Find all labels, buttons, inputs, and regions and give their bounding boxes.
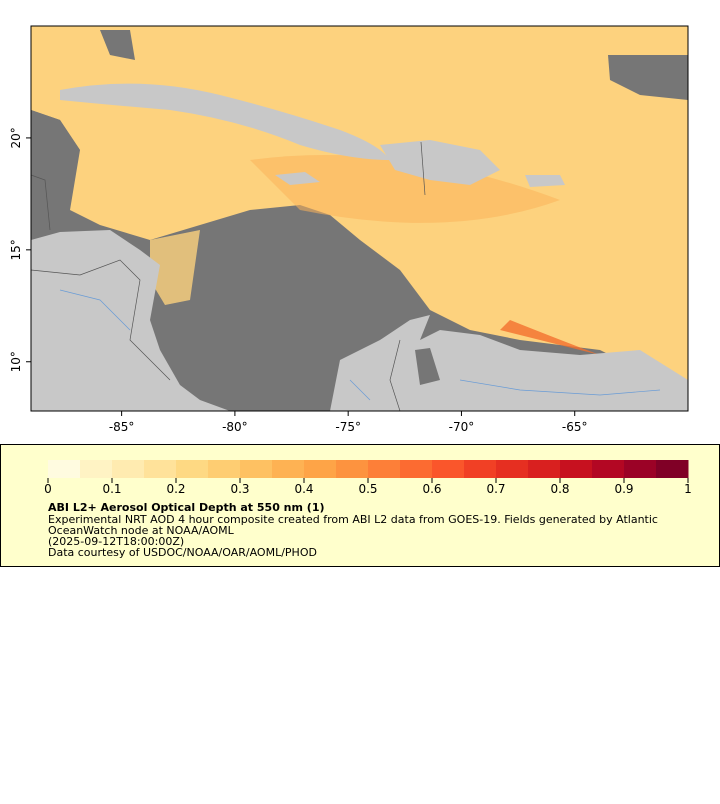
colorbar-swatch [304,460,337,478]
colorbar-tick-label: 0.1 [102,482,121,496]
map-area [31,26,688,411]
colorbar-tick-label: 0.9 [614,482,633,496]
colorbar-swatch [400,460,433,478]
lon-tick-label: -80° [222,420,248,434]
aerosol-field [150,230,200,305]
no-data-patch [100,30,135,60]
colorbar-tick-label: 1 [684,482,692,496]
legend-line: Experimental NRT AOD 4 hour composite cr… [48,513,658,526]
river [59,289,131,331]
colorbar-swatch [176,460,209,478]
legend-line: OceanWatch node at NOAA/AOML [48,524,235,537]
colorbar-tick-label: 0.2 [166,482,185,496]
colorbar-swatch [432,460,465,478]
land-south-america [330,315,688,411]
colorbar-swatch [48,460,81,478]
colorbar-swatch [368,460,401,478]
borders [31,141,426,411]
land-puerto-rico [525,175,565,187]
colorbar-swatch [560,460,593,478]
colorbar: 0 0.1 0.2 0.3 0.4 0.5 0.6 0.7 0.8 0.9 1 [44,460,692,496]
colorbar-tick-label: 0.5 [358,482,377,496]
lat-tick-label: 10° [9,351,23,372]
lat-tick-label: 15° [9,239,23,260]
aerosol-hotspot [250,155,560,223]
river [459,379,661,396]
river [349,379,371,401]
legend-line: (2025-09-12T18:00:00Z) [48,535,184,548]
lon-tick-label: -75° [335,420,361,434]
colorbar-swatch [336,460,369,478]
colorbar-swatch [624,460,657,478]
colorbar-tick-label: 0.7 [486,482,505,496]
colorbar-swatch [656,460,689,478]
land-hispaniola [380,140,500,185]
colorbar-swatch [528,460,561,478]
colorbar-swatch [272,460,305,478]
colorbar-swatch [464,460,497,478]
map-frame [30,25,689,412]
colorbar-swatch [240,460,273,478]
colorbar-tick-label: 0.8 [550,482,569,496]
colorbar-tick-label: 0.3 [230,482,249,496]
colorbar-tick-label: 0.4 [294,482,313,496]
border [31,259,171,381]
lake-maracaibo [415,348,440,385]
lat-tick-label: 20° [9,127,23,148]
no-data-patch [608,55,688,100]
colorbar-swatch [592,460,625,478]
legend-title: ABI L2+ Aerosol Optical Depth at 550 nm … [48,501,325,514]
colorbar-swatch [144,460,177,478]
colorbar-swatch [80,460,113,478]
no-data-patch [31,110,80,200]
lon-tick-label: -85° [109,420,135,434]
land-central-america [31,230,230,411]
colorbar-tick-label: 0.6 [422,482,441,496]
colorbar-swatch [208,460,241,478]
map-ticks: -85° -80° -75° -70° -65° 20° 15° 10° [9,127,588,434]
legend-line: Data courtesy of USDOC/NOAA/OAR/AOML/PHO… [48,546,317,559]
colorbar-swatch [496,460,529,478]
colorbar-swatch [112,460,145,478]
colorbar-tick-label: 0 [44,482,52,496]
land-jamaica [275,172,320,185]
rivers [59,289,661,401]
border [31,174,51,231]
aerosol-hotspot [500,320,600,355]
legend-lines: Experimental NRT AOD 4 hour composite cr… [48,513,658,559]
border [389,339,401,411]
land-cuba [60,83,390,160]
lon-tick-label: -65° [562,420,588,434]
border [420,141,426,196]
lon-tick-label: -70° [449,420,475,434]
